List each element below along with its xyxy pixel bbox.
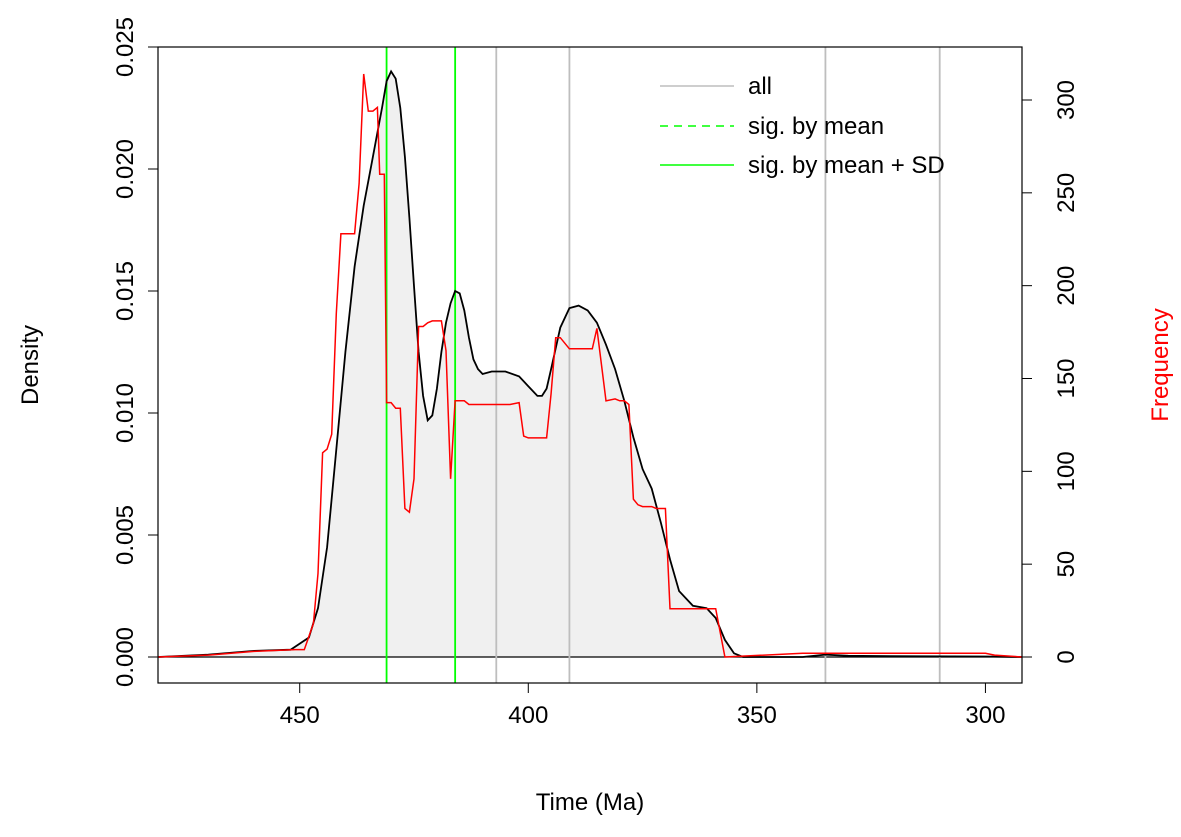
y-tick-label: 0.005 — [112, 505, 139, 565]
axes: 450 400 350 300 0.000 0.005 0.010 0.015 0.020 0.0… — [112, 17, 1080, 729]
x-tick-label: 350 — [737, 702, 777, 729]
x-tick-label: 300 — [965, 702, 1005, 729]
legend: all sig. by mean sig. by mean + SD — [660, 73, 945, 179]
y-tick-label: 0.000 — [112, 627, 139, 687]
y-right-tick-label: 100 — [1053, 451, 1080, 491]
y-tick-label: 0.010 — [112, 383, 139, 443]
legend-label-all: all — [748, 73, 772, 100]
y-tick-label: 0.015 — [112, 261, 139, 321]
y-right-tick-label: 0 — [1053, 650, 1080, 663]
plot-frame — [157, 46, 1023, 684]
y-right-tick-label: 150 — [1053, 358, 1080, 398]
y-axis-right-title: Frequency — [1147, 308, 1174, 421]
plot-area — [157, 47, 1023, 683]
y-axis-title: Density — [17, 325, 44, 405]
y-tick-label: 0.020 — [112, 139, 139, 199]
x-axis-title: Time (Ma) — [536, 789, 644, 816]
y-right-tick-label: 200 — [1053, 266, 1080, 306]
x-tick-label: 400 — [508, 702, 548, 729]
y-right-tick-label: 300 — [1053, 80, 1080, 120]
frequency-line — [157, 73, 1023, 658]
density-line — [157, 69, 1023, 658]
y-right-tick-label: 250 — [1053, 173, 1080, 213]
legend-label-sig-by-mean: sig. by mean — [748, 113, 884, 140]
legend-label-sig-by-mean-sd: sig. by mean + SD — [748, 152, 945, 179]
x-tick-label: 450 — [280, 702, 320, 729]
y-right-tick-label: 50 — [1053, 551, 1080, 578]
y-tick-label: 0.025 — [112, 17, 139, 77]
density-area — [158, 71, 1022, 657]
